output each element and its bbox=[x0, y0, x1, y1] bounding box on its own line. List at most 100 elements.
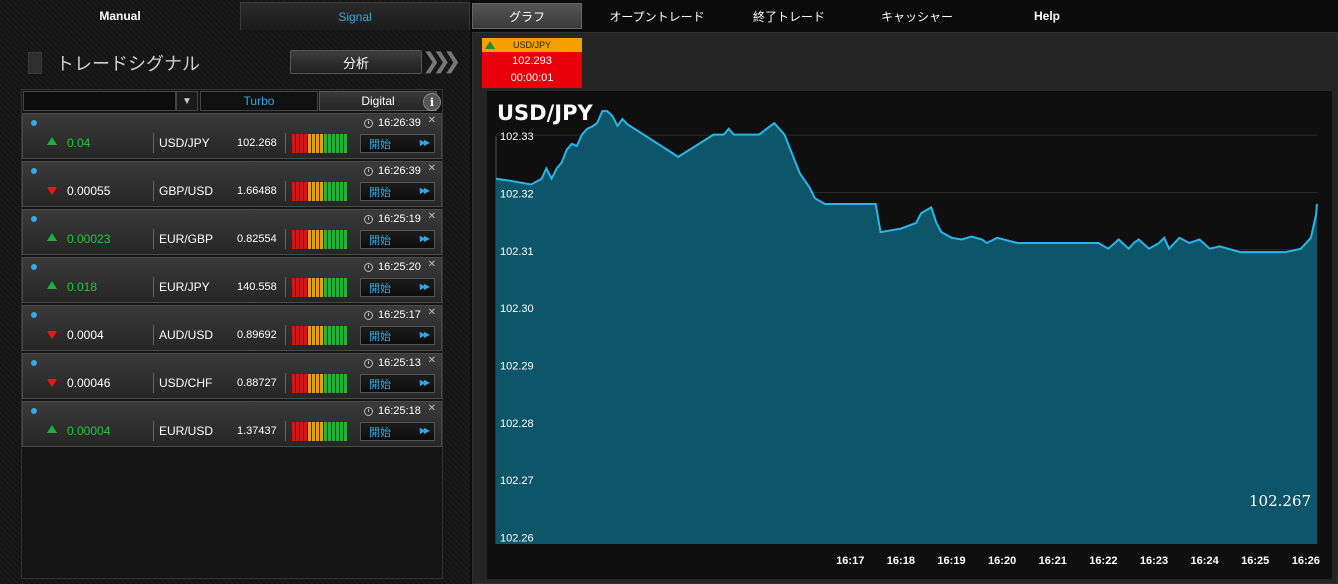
meter-bar bbox=[324, 134, 327, 153]
meter-bar bbox=[296, 422, 299, 441]
start-trade-button[interactable]: 開始 ▶▶ bbox=[360, 374, 435, 393]
divider bbox=[153, 277, 154, 297]
meter-bar bbox=[324, 230, 327, 249]
meter-bar bbox=[316, 230, 319, 249]
y-tick-label: 102.29 bbox=[500, 361, 534, 373]
status-dot-icon bbox=[31, 408, 37, 414]
meter-bar bbox=[296, 134, 299, 153]
signal-price: 0.82554 bbox=[237, 233, 277, 245]
close-icon[interactable]: ✕ bbox=[427, 163, 436, 174]
menu-graph[interactable]: グラフ bbox=[472, 3, 582, 29]
signal-row[interactable]: 16:26:39 ✕ 0.00055 GBP/USD 1.66488 開始 ▶▶ bbox=[22, 161, 442, 207]
signal-indicator-icon bbox=[28, 52, 42, 74]
x-tick-label: 16:20 bbox=[988, 555, 1016, 567]
x-tick-label: 16:22 bbox=[1089, 555, 1117, 567]
meter-bar bbox=[324, 182, 327, 201]
double-chevron-right-icon: ▶▶ bbox=[419, 426, 430, 435]
menu-cashier[interactable]: キャッシャー bbox=[880, 9, 953, 24]
x-tick-label: 16:21 bbox=[1039, 555, 1067, 567]
signal-row[interactable]: 16:25:17 ✕ 0.0004 AUD/USD 0.89692 開始 ▶▶ bbox=[22, 305, 442, 351]
start-trade-button[interactable]: 開始 ▶▶ bbox=[360, 134, 435, 153]
signal-time-text: 16:25:19 bbox=[378, 213, 421, 225]
signal-pair: EUR/USD bbox=[159, 424, 214, 438]
meter-bar bbox=[292, 422, 295, 441]
menu-help[interactable]: Help bbox=[1033, 9, 1060, 23]
meter-bar bbox=[292, 230, 295, 249]
signal-row[interactable]: 16:25:20 ✕ 0.018 EUR/JPY 140.558 開始 ▶▶ bbox=[22, 257, 442, 303]
close-icon[interactable]: ✕ bbox=[427, 355, 436, 366]
menu-closed-trades[interactable]: 終了トレード bbox=[752, 9, 825, 24]
meter-bar bbox=[300, 422, 303, 441]
meter-bar bbox=[296, 326, 299, 345]
meter-bar bbox=[344, 134, 347, 153]
meter-bar bbox=[332, 374, 335, 393]
meter-bar bbox=[328, 182, 331, 201]
close-icon[interactable]: ✕ bbox=[427, 211, 436, 222]
analyze-button[interactable]: 分析 bbox=[290, 50, 422, 74]
meter-bar bbox=[300, 134, 303, 153]
meter-bar bbox=[304, 278, 307, 297]
start-trade-button[interactable]: 開始 ▶▶ bbox=[360, 326, 435, 345]
close-icon[interactable]: ✕ bbox=[427, 259, 436, 270]
meter-bar bbox=[328, 230, 331, 249]
tab-signal[interactable]: Signal bbox=[240, 2, 470, 30]
info-icon[interactable]: i bbox=[423, 93, 441, 111]
x-tick-label: 16:26 bbox=[1292, 555, 1320, 567]
price-chart[interactable]: 102.33 102.32 102.31 102.30 102.29 102.28 102.… bbox=[487, 91, 1332, 579]
start-trade-button[interactable]: 開始 ▶▶ bbox=[360, 230, 435, 249]
clock-icon bbox=[364, 262, 373, 272]
start-label: 開始 bbox=[369, 426, 391, 439]
signal-pair: AUD/USD bbox=[159, 328, 214, 342]
meter-bar bbox=[324, 278, 327, 297]
start-trade-button[interactable]: 開始 ▶▶ bbox=[360, 182, 435, 201]
close-icon[interactable]: ✕ bbox=[427, 307, 436, 318]
status-dot-icon bbox=[31, 312, 37, 318]
divider bbox=[285, 277, 286, 297]
signal-row[interactable]: 16:26:39 ✕ 0.04 USD/JPY 102.268 開始 ▶▶ bbox=[22, 113, 442, 159]
signal-row[interactable]: 16:25:18 ✕ 0.00004 EUR/USD 1.37437 開始 ▶▶ bbox=[22, 401, 442, 447]
meter-bar bbox=[324, 326, 327, 345]
tab-manual[interactable]: Manual bbox=[99, 9, 141, 23]
signal-change: 0.00023 bbox=[67, 232, 111, 246]
price-area bbox=[496, 111, 1317, 544]
y-tick-label: 102.33 bbox=[500, 131, 534, 143]
meter-bar bbox=[308, 134, 311, 153]
double-chevron-right-icon: ▶▶ bbox=[419, 282, 430, 291]
current-price-label: 102.267 bbox=[1249, 492, 1311, 510]
mode-turbo-button[interactable]: Turbo bbox=[200, 91, 318, 111]
meter-bar bbox=[340, 182, 343, 201]
meter-bar bbox=[292, 182, 295, 201]
menu-open-trades[interactable]: オープントレード bbox=[609, 9, 705, 24]
meter-bar bbox=[300, 374, 303, 393]
close-icon[interactable]: ✕ bbox=[427, 403, 436, 414]
meter-bar bbox=[316, 326, 319, 345]
meter-bar bbox=[312, 326, 315, 345]
strength-meter bbox=[292, 182, 348, 201]
asset-select[interactable] bbox=[23, 91, 176, 111]
close-icon[interactable]: ✕ bbox=[427, 115, 436, 126]
signal-list-frame: ▼ Turbo Digital i 16:26:39 ✕ 0.04 USD/JP… bbox=[21, 89, 443, 579]
meter-bar bbox=[340, 374, 343, 393]
mode-digital-button[interactable]: Digital bbox=[319, 91, 437, 111]
signal-list: 16:26:39 ✕ 0.04 USD/JPY 102.268 開始 ▶▶ 16:… bbox=[22, 113, 444, 449]
meter-bar bbox=[320, 326, 323, 345]
meter-bar bbox=[344, 278, 347, 297]
arrow-up-icon bbox=[47, 233, 57, 241]
quote-tile[interactable]: USD/JPY 102.293 00:00:01 bbox=[482, 38, 582, 88]
chevron-down-icon[interactable]: ▼ bbox=[176, 91, 198, 111]
meter-bar bbox=[308, 182, 311, 201]
start-trade-button[interactable]: 開始 ▶▶ bbox=[360, 278, 435, 297]
start-trade-button[interactable]: 開始 ▶▶ bbox=[360, 422, 435, 441]
meter-bar bbox=[320, 422, 323, 441]
meter-bar bbox=[340, 326, 343, 345]
signal-pair: EUR/GBP bbox=[159, 232, 214, 246]
signal-time-text: 16:26:39 bbox=[378, 165, 421, 177]
signal-header: トレードシグナル 分析 ❯❯❯ bbox=[8, 40, 463, 84]
divider bbox=[153, 373, 154, 393]
signal-row[interactable]: 16:25:13 ✕ 0.00046 USD/CHF 0.88727 開始 ▶▶ bbox=[22, 353, 442, 399]
divider bbox=[285, 181, 286, 201]
status-dot-icon bbox=[31, 216, 37, 222]
meter-bar bbox=[300, 182, 303, 201]
signal-row[interactable]: 16:25:19 ✕ 0.00023 EUR/GBP 0.82554 開始 ▶▶ bbox=[22, 209, 442, 255]
signal-price: 102.268 bbox=[237, 137, 277, 149]
